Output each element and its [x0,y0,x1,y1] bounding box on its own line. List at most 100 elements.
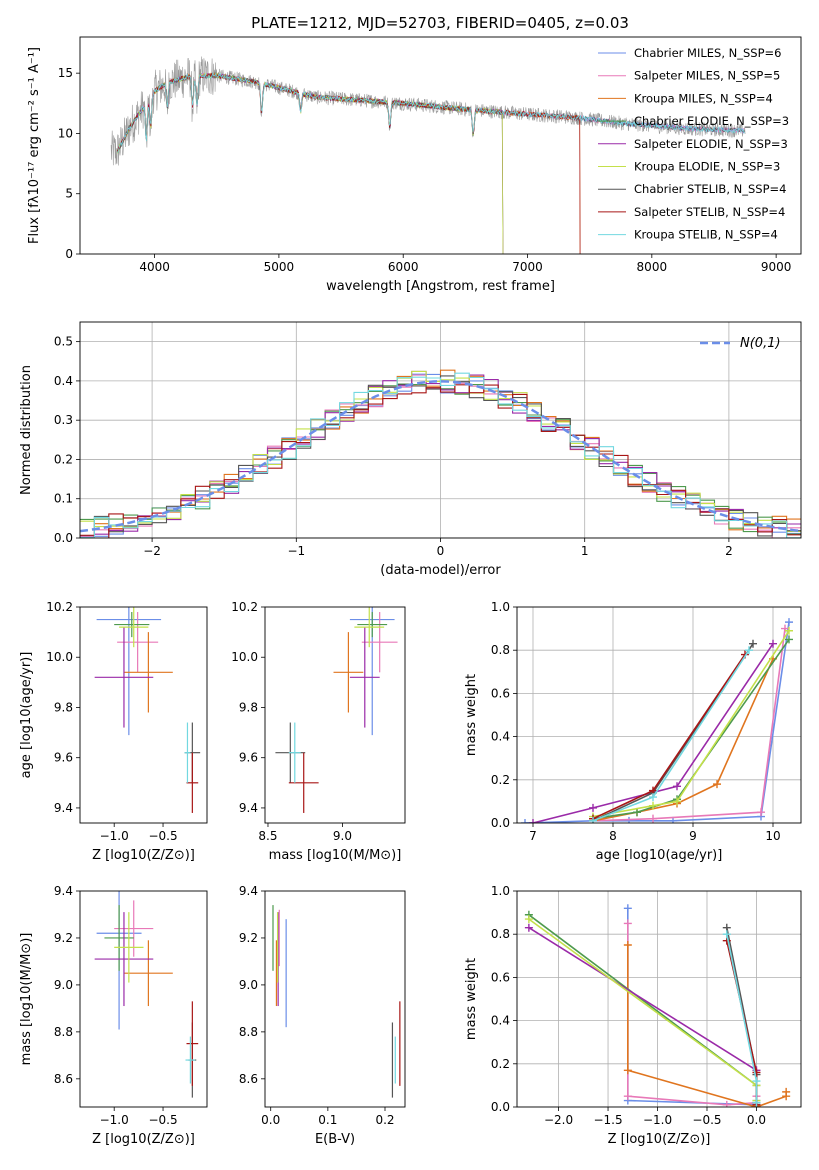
y-axis-label: Normed distribution [19,365,34,495]
legend-label: Kroupa MILES, N_SSP=4 [634,91,773,105]
y-tick-label: 1.0 [491,600,510,614]
mass-weight-marker [673,782,681,791]
mass-weight-marker [722,1100,731,1107]
y-tick-label: 0.2 [491,773,510,787]
y-tick-label: 0.4 [491,1014,510,1028]
mass-weight-marker [769,639,777,648]
y-tick-label: 9.2 [239,931,258,945]
y-tick-label: 9.0 [239,978,258,992]
y-tick-label: 0.2 [54,452,73,466]
x-tick-label: 9 [689,829,697,843]
mass-weight-line [592,628,786,822]
histogram-step [80,384,801,538]
legend-label: Chabrier ELODIE, N_SSP=3 [634,114,789,128]
x-tick-label: −2.0 [544,1113,573,1127]
histogram-step [80,372,801,538]
panel-mass-weight-vs-Z: −2.0 −1.5 −1.0 −0.5 0.0 0.0 0.2 0.4 0.6 0.8 1.0 Z [… [464,884,802,1147]
y-tick-label: 0.8 [491,927,510,941]
mass-weight-marker [649,801,657,810]
y-axis-label: Flux [fλ10⁻¹⁷ erg cm⁻² s⁻¹ A⁻¹] [27,47,42,244]
x-axis-label: mass [log10(M/M⊙)] [269,848,402,863]
panel-residuals: −2 −1 0 1 2 0.0 0.1 0.2 0.3 0.4 0.5 (data-model)/er… [19,321,802,578]
y-tick-label: 9.4 [54,884,73,898]
mass-weight-marker [782,1087,791,1096]
y-axis-label: mass weight [464,958,479,1040]
legend-label: Kroupa STELIB, N_SSP=4 [634,228,778,242]
mass-weight-marker [524,923,533,932]
legend-label: Salpeter MILES, N_SSP=5 [634,69,780,83]
x-tick-label: 7000 [512,260,543,274]
plot-area-mass-weight-vs-Z [517,891,801,1107]
x-tick-label: −1.5 [593,1113,622,1127]
mass-weight-line [532,643,774,823]
y-tick-label: 9.0 [54,978,73,992]
y-tick-label: 0.5 [54,335,73,349]
mass-weight-marker [623,1066,632,1075]
x-tick-label: −1.0 [643,1113,672,1127]
mass-weight-marker [633,808,641,817]
y-tick-label: 0.2 [491,1057,510,1071]
legend-residuals: N(0,1) [700,336,781,351]
axes-frame [79,321,802,539]
x-tick-label: 4000 [139,260,170,274]
mass-weight-line [592,638,790,820]
y-tick-label: 9.4 [54,801,73,815]
y-tick-label: 9.8 [54,700,73,714]
x-tick-label: 8000 [637,260,668,274]
y-tick-label: 9.6 [54,751,73,765]
y-tick-label: 15 [58,66,73,80]
mass-weight-marker [524,915,533,924]
y-tick-label: 0.6 [491,686,510,700]
mass-weight-marker [623,941,632,949]
x-tick-label: −2 [143,544,161,558]
legend-label: Salpeter ELODIE, N_SSP=3 [634,137,788,151]
y-tick-label: 8.8 [54,1025,73,1039]
mass-weight-marker [649,793,657,802]
mass-weight-marker [623,1092,632,1101]
x-tick-label: 2 [725,544,733,558]
legend-label: N(0,1) [740,336,781,351]
y-tick-label: 10.0 [231,650,258,664]
plot-area-age-vs-Z [94,607,201,813]
mass-weight-marker [521,819,529,823]
mass-weight-line [592,649,750,822]
y-tick-label: 10.2 [231,600,258,614]
x-axis-label: Z [log10(Z/Z⊙)] [92,848,195,863]
x-tick-label: 8 [609,829,617,843]
x-tick-label: 1 [581,544,589,558]
x-axis-label: E(B-V) [315,1132,355,1147]
mass-weight-line [726,934,758,1103]
plot-area-age-vs-mass [275,607,398,813]
y-axis-label: mass [log10(M/M⊙)] [19,933,34,1066]
x-tick-label: 6000 [388,260,419,274]
y-axis-label: age [log10(age/yr)] [19,652,34,779]
axes-frame [516,890,802,1108]
x-tick-label: 9000 [761,260,792,274]
model-spectrum-line [116,72,504,254]
mass-weight-marker [623,904,632,913]
x-tick-label: 8.5 [258,829,277,843]
mass-weight-line [726,940,758,1105]
mass-weight-marker [625,816,633,823]
legend-label: Chabrier STELIB, N_SSP=4 [634,182,786,196]
y-tick-label: 9.6 [239,751,258,765]
mass-weight-marker [752,1077,761,1086]
mass-weight-marker [589,803,597,812]
x-tick-label: 0.0 [261,1113,280,1127]
mass-weight-line [626,923,758,1106]
y-tick-label: 0.4 [491,730,510,744]
panel-mass-vs-Z: −1.0 −0.5 8.6 8.8 9.0 9.2 9.4 Z [log10(Z/Z⊙)] ma… [19,884,208,1147]
panel-age-vs-Z: −1.0 −0.5 9.4 9.6 9.8 10.0 10.2 Z [log10(Z/Z⊙)]… [19,600,208,863]
legend-label: Chabrier MILES, N_SSP=6 [634,46,781,60]
mass-weight-marker [623,919,632,928]
plot-area-mass-vs-Z [94,891,199,1098]
axes-frame [79,890,208,1108]
x-tick-label: −1.0 [100,829,129,843]
x-tick-label: −0.5 [148,829,177,843]
mass-weight-marker [752,1098,761,1107]
x-axis-label: Z [log10(Z/Z⊙)] [608,1132,711,1147]
x-tick-label: 7 [529,829,537,843]
model-spectrum-line [116,72,504,254]
axes-frame [79,606,208,824]
mass-weight-marker [589,816,597,823]
